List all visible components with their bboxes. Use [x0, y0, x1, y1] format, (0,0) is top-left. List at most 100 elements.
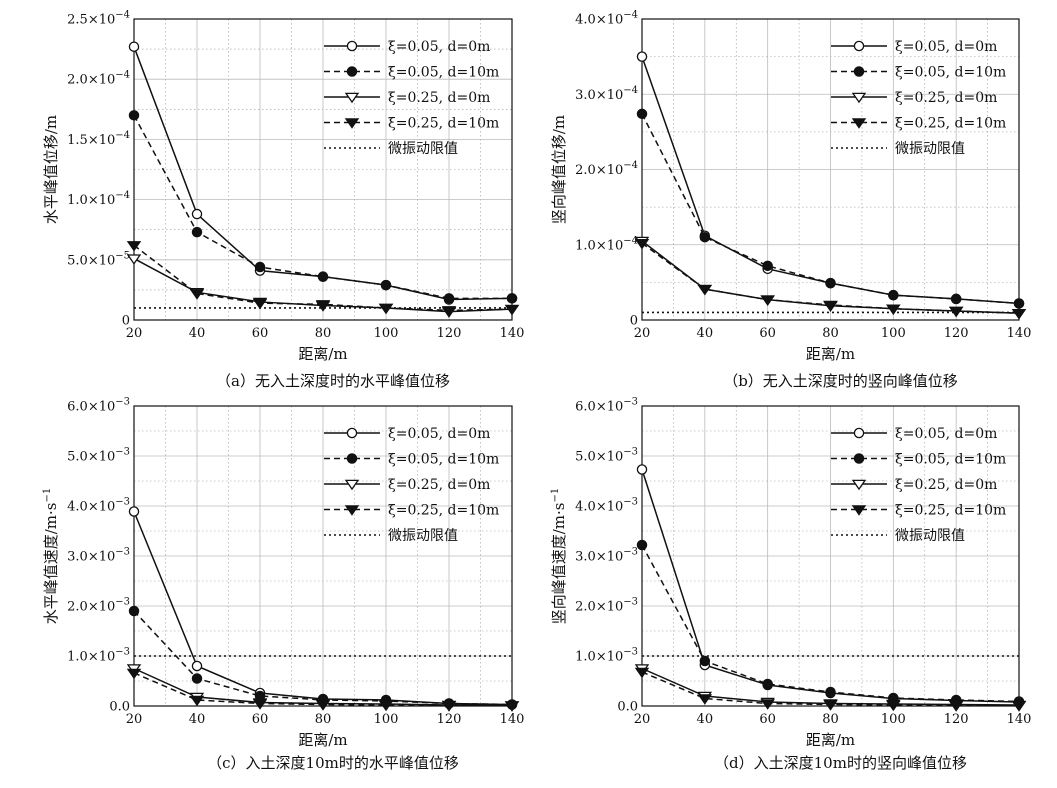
legend-label-5: 微振动限值 [388, 141, 458, 157]
y-axis-label-exponent: −1 [42, 488, 53, 503]
chart-panel-a: 20 40 60 80 100 120 14005.0×10−51.0×10−41.5×10… [42, 10, 524, 391]
y-axis-label-exponent: −1 [550, 488, 561, 503]
x-tick-label: 120 [437, 712, 462, 727]
y-tick-exponent: −4 [623, 160, 638, 171]
data-point-series-1 [128, 41, 140, 52]
y-axis-label: 竖向峰值位移/m [550, 115, 568, 224]
data-point-series-4 [189, 289, 205, 300]
data-point-series-2 [254, 261, 266, 273]
data-point-series-4 [504, 701, 520, 712]
y-tick-mantissa: 1.5×10 [67, 133, 115, 148]
legend-label-1: ξ=0.05, d=0m [388, 39, 490, 55]
y-tick-exponent: −3 [115, 397, 130, 408]
data-point-series-2 [636, 108, 648, 120]
legend-label-2: ξ=0.05, d=10m [895, 452, 1006, 468]
y-axis-label: 竖向峰值速度/m·s−1 [550, 488, 568, 625]
x-tick-label: 100 [374, 712, 399, 727]
y-tick-mantissa: 1.0×10 [67, 650, 115, 665]
legend-marker-2 [346, 453, 358, 464]
data-point-series-4 [189, 695, 205, 707]
y-axis-label: 水平峰值速度/m·s−1 [42, 488, 60, 625]
x-tick-label: 40 [697, 712, 714, 727]
legend-label-3: ξ=0.25, d=0m [388, 477, 490, 493]
data-point-series-2 [128, 605, 140, 617]
data-point-series-2 [191, 226, 203, 238]
data-point-series-2 [443, 293, 455, 304]
y-tick-label: 0 [122, 314, 130, 329]
legend: ξ=0.05, d=0m ξ=0.05, d=10m ξ=0.25, d=0m ξ=0… [324, 39, 499, 157]
x-tick-label: 80 [822, 326, 839, 341]
x-tick-label: 80 [822, 712, 839, 727]
panel-caption: （a）无入土深度时的水平峰值位移 [216, 372, 450, 390]
chart-panel-b: 20 40 60 80 100 120 14001.0×10−42.0×10−43.0×10… [550, 10, 1031, 391]
y-tick-mantissa: 0.0 [617, 700, 638, 715]
x-tick-label: 100 [881, 712, 906, 727]
data-point-series-2 [506, 293, 518, 304]
x-tick-label: 20 [126, 712, 143, 727]
x-tick-label: 40 [697, 326, 714, 341]
data-point-series-1 [191, 660, 203, 672]
panel-caption: （b）无入土深度时的竖向峰值位移 [723, 372, 958, 390]
x-tick-label: 140 [1007, 326, 1032, 341]
legend-label-4: ξ=0.25, d=10m [895, 503, 1006, 519]
y-tick-label: 0.0 [109, 700, 130, 715]
y-tick-label: 3.0×10−3 [67, 547, 130, 565]
x-tick-label: 120 [944, 326, 969, 341]
y-tick-label: 6.0×10−3 [67, 397, 130, 415]
x-tick-label: 100 [881, 326, 906, 341]
y-tick-label: 2.0×10−4 [575, 160, 638, 178]
y-axis-label-text: 水平峰值位移/m [42, 115, 60, 224]
legend-label-5: 微振动限值 [388, 528, 458, 544]
data-point-series-4 [760, 699, 775, 710]
y-tick-exponent: −3 [115, 597, 130, 608]
legend-marker-4 [344, 118, 360, 129]
x-tick-label: 40 [189, 326, 206, 341]
data-point-series-4 [634, 667, 650, 679]
y-tick-exponent: −5 [115, 250, 130, 261]
y-tick-exponent: −3 [115, 497, 130, 508]
data-point-series-4 [441, 306, 457, 317]
plot-frame [133, 18, 513, 321]
y-tick-mantissa: 1.0×10 [575, 238, 623, 253]
data-point-series-4 [441, 701, 457, 712]
chart-panel-d: 20 40 60 80 100 120 1400.01.0×10−32.0×10−33.0×… [550, 397, 1031, 773]
legend-label-2: ξ=0.05, d=10m [895, 65, 1006, 81]
legend-label-2: ξ=0.05, d=10m [388, 65, 499, 81]
legend-marker-3 [851, 479, 867, 491]
data-point-series-4 [697, 284, 713, 296]
x-tick-label: 20 [634, 326, 651, 341]
x-tick-label: 140 [500, 326, 525, 341]
y-tick-mantissa: 5.0×10 [67, 253, 115, 268]
x-axis-label: 距离/m [298, 731, 347, 749]
y-tick-label: 4.0×10−3 [575, 497, 638, 515]
y-tick-exponent: −4 [115, 10, 130, 21]
y-tick-label: 0.0 [617, 700, 638, 715]
y-tick-mantissa: 4.0×10 [67, 500, 115, 515]
y-tick-exponent: −3 [115, 547, 130, 558]
y-axis-label: 水平峰值位移/m [42, 115, 60, 224]
y-axis-label-text: 水平峰值速度/m·s [42, 503, 60, 625]
y-tick-mantissa: 2.5×10 [67, 13, 115, 28]
y-tick-label: 1.0×10−3 [67, 647, 130, 665]
y-tick-mantissa: 2.0×10 [67, 73, 115, 88]
data-point-series-2 [950, 293, 962, 305]
data-point-series-2 [317, 271, 329, 282]
legend-marker-1 [346, 40, 358, 52]
y-tick-label: 3.0×10−3 [575, 547, 638, 565]
legend-label-5: 微振动限值 [895, 141, 965, 157]
data-point-series-4 [634, 238, 650, 250]
data-point-series-4 [1011, 701, 1027, 712]
y-tick-label: 0 [630, 314, 638, 329]
data-point-series-2 [825, 686, 836, 698]
data-point-series-4 [697, 694, 713, 705]
y-tick-exponent: −3 [623, 547, 638, 558]
y-tick-mantissa: 0.0 [109, 700, 130, 715]
y-tick-mantissa: 6.0×10 [67, 400, 115, 415]
y-tick-label: 1.0×10−4 [67, 190, 130, 208]
legend-marker-1 [346, 427, 358, 439]
y-tick-exponent: −3 [115, 647, 130, 658]
y-tick-exponent: −3 [623, 647, 638, 658]
data-point-series-4 [760, 295, 775, 306]
y-tick-mantissa: 4.0×10 [575, 500, 623, 515]
x-tick-label: 140 [1007, 712, 1032, 727]
